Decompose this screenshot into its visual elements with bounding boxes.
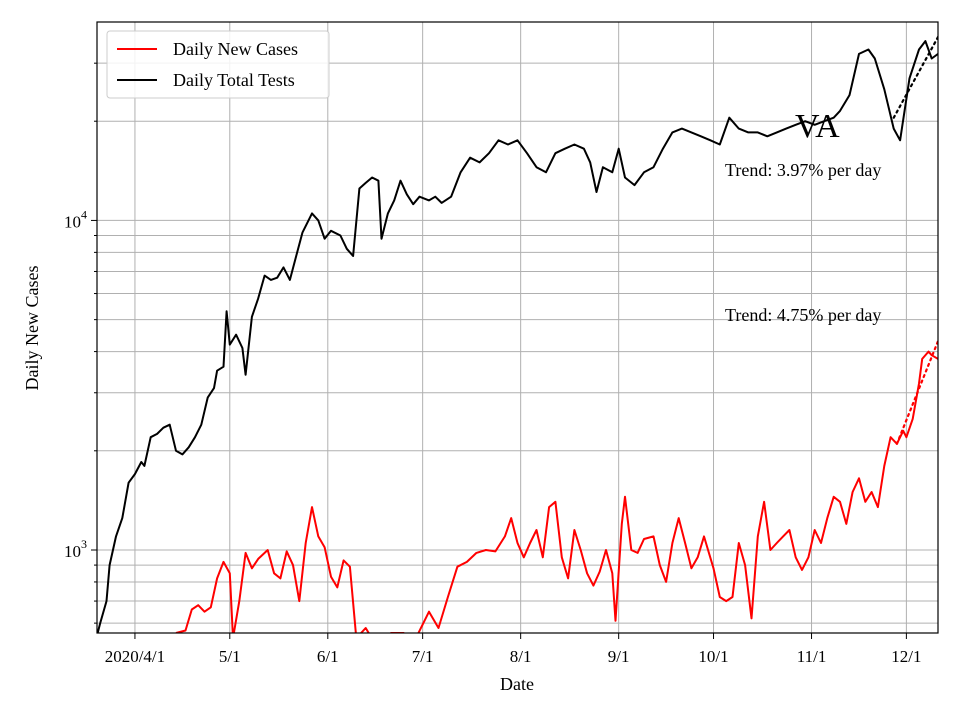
x-tick-label: 11/1 [797,647,827,666]
legend: Daily New Cases Daily Total Tests [106,30,330,99]
trend-layer [892,35,938,445]
annotation-trend-cases: Trend: 4.75% per day [725,305,881,325]
trend-line-daily-total-tests [892,35,938,119]
x-tick-label: 10/1 [698,647,728,666]
legend-label-daily-total-tests: Daily Total Tests [173,70,295,90]
ticks: 2020/4/1 5/1 6/1 7/1 8/1 9/1 10/1 11/1 12/1 103 10… [64,62,922,666]
x-tick-label: 12/1 [891,647,921,666]
y-axis-label: Daily New Cases [22,266,42,391]
trend-line-daily-new-cases [895,340,938,445]
series-line-daily-total-tests [97,40,938,633]
annotation-state: VA [795,108,840,145]
x-tick-label: 5/1 [219,647,241,666]
grid [97,22,938,633]
plot-frame [96,21,939,634]
series-line-daily-new-cases [175,350,938,633]
x-tick-label: 9/1 [608,647,630,666]
x-tick-label: 7/1 [412,647,434,666]
legend-box [106,30,330,99]
x-tick-label: 6/1 [317,647,339,666]
y-tick-label: 103 [64,537,87,561]
annotation-trend-tests: Trend: 3.97% per day [725,160,881,180]
series-layer [97,40,938,633]
legend-label-daily-new-cases: Daily New Cases [173,39,298,59]
x-tick-label: 8/1 [510,647,532,666]
x-axis-label: Date [500,674,534,694]
x-tick-label: 2020/4/1 [105,647,165,666]
y-tick-label: 104 [64,207,87,231]
